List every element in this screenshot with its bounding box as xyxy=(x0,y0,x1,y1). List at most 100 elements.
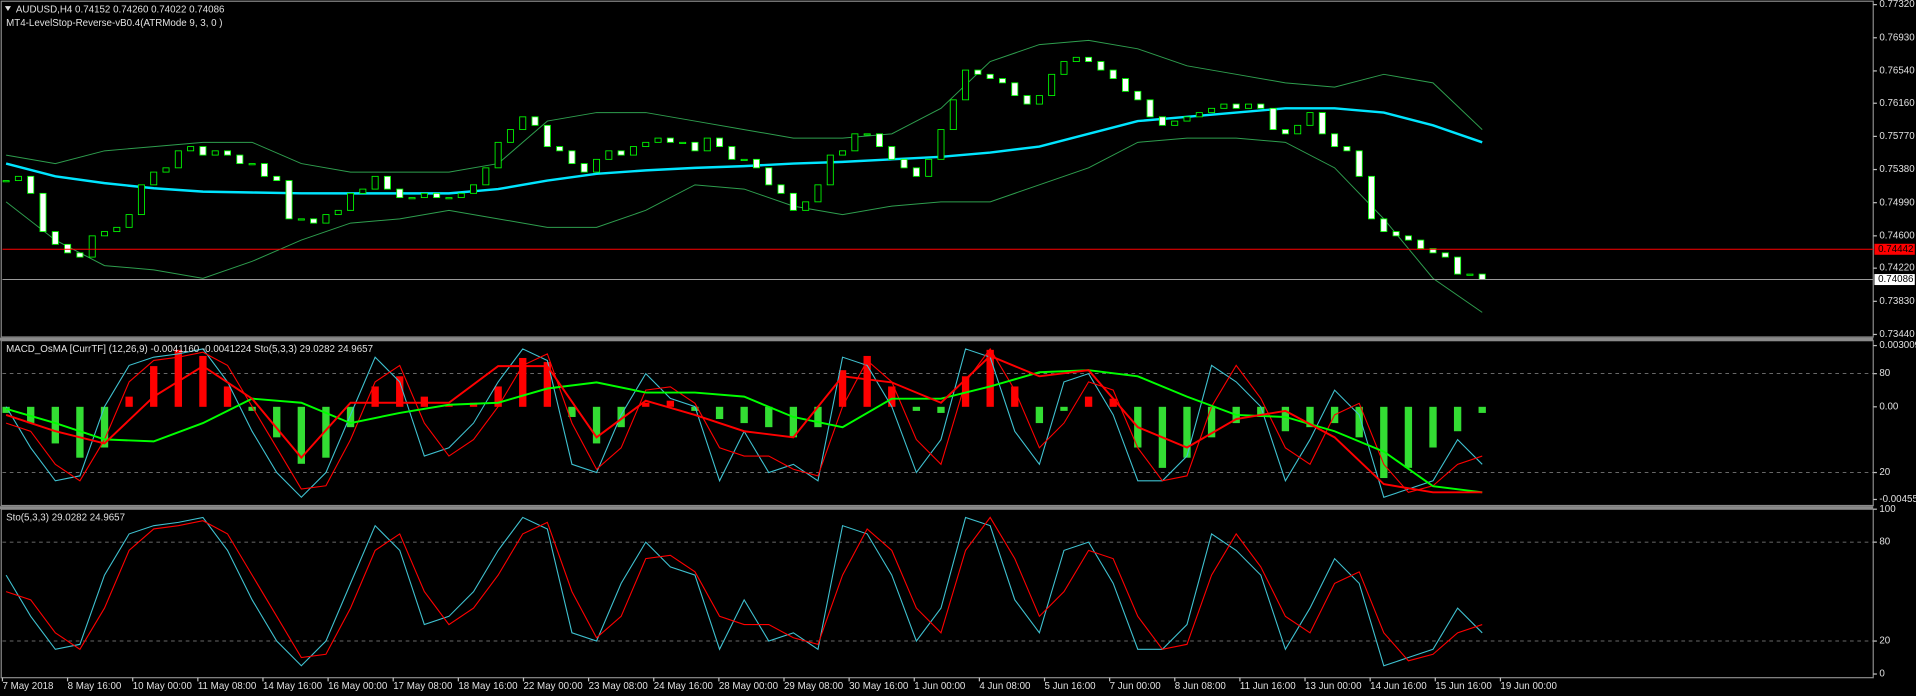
level-tag xyxy=(1874,243,1915,255)
histogram-bar xyxy=(592,406,601,444)
y-tick-label: 0.76160 xyxy=(1879,98,1915,109)
y-tick-label: 0.74600 xyxy=(1879,230,1915,241)
x-tick-label: 8 May 16:00 xyxy=(68,681,122,692)
histogram-bar xyxy=(1011,386,1019,407)
candle xyxy=(1023,95,1031,105)
x-tick-label: 13 Jun 00:00 xyxy=(1305,681,1362,692)
x-tick-label: 17 May 08:00 xyxy=(393,681,453,692)
y-tick-label: 100 xyxy=(1879,504,1896,515)
line xyxy=(5,107,1483,195)
x-tick-label: 10 May 00:00 xyxy=(133,681,193,692)
candle xyxy=(716,137,724,148)
candle xyxy=(371,175,379,190)
candle xyxy=(187,146,195,152)
histogram-bar xyxy=(691,406,699,411)
candle xyxy=(1355,150,1363,177)
candle xyxy=(125,214,133,228)
x-tick-label: 11 Jun 16:00 xyxy=(1240,681,1296,692)
candle xyxy=(310,218,318,224)
x-tick-label: 4 Jun 08:00 xyxy=(979,681,1031,692)
candle xyxy=(519,116,527,131)
candle xyxy=(1122,78,1129,92)
candle xyxy=(1392,231,1400,237)
candle xyxy=(199,146,207,156)
histogram-bar xyxy=(937,406,945,413)
candle xyxy=(260,163,268,177)
histogram-bar xyxy=(519,357,527,407)
histogram-bar xyxy=(248,406,256,411)
histogram-bar xyxy=(51,406,59,444)
candle xyxy=(863,133,871,136)
y-tick-label: 0.77320 xyxy=(1879,0,1915,10)
candle xyxy=(224,150,232,156)
candle xyxy=(1257,103,1265,109)
histogram-bar xyxy=(2,406,10,413)
candle xyxy=(359,188,367,194)
y-tick-label: 0.76930 xyxy=(1879,32,1915,43)
histogram-bar xyxy=(765,406,773,428)
candle xyxy=(937,129,945,160)
candle xyxy=(629,146,637,156)
histogram-bar xyxy=(100,406,109,448)
candle xyxy=(101,231,108,237)
candle xyxy=(839,150,847,156)
candle xyxy=(1306,112,1314,126)
histogram-bar xyxy=(666,400,675,407)
menu-arrow[interactable] xyxy=(4,6,11,11)
histogram-bar xyxy=(617,406,625,428)
histogram-bar xyxy=(346,406,355,428)
candle xyxy=(1368,175,1375,220)
symbol-header: AUDUSD,H4 0.74152 0.74260 0.74022 0.7408… xyxy=(16,4,225,15)
candle xyxy=(137,184,145,216)
candle xyxy=(777,184,785,194)
candle xyxy=(174,150,182,169)
histogram-bar xyxy=(322,406,330,458)
y-tick-label: 0.73830 xyxy=(1879,296,1915,307)
candle xyxy=(1466,273,1474,276)
histogram-bar xyxy=(543,362,552,407)
y-tick-label: 0 xyxy=(1879,669,1885,680)
histogram-bar xyxy=(1207,406,1216,438)
candle xyxy=(1134,90,1142,101)
candle xyxy=(986,73,994,80)
candle xyxy=(814,184,822,203)
candle xyxy=(1109,69,1117,80)
y-tick-label: 20 xyxy=(1879,467,1890,478)
candle xyxy=(76,252,84,258)
candle xyxy=(531,116,539,126)
line xyxy=(5,516,1483,667)
macd-label: MACD_OsMA [CurrTF] (12,26,9) -0.0041160 … xyxy=(6,344,373,355)
candle xyxy=(1097,61,1105,71)
histogram-bar xyxy=(1109,398,1117,407)
x-tick-label: 16 May 00:00 xyxy=(328,681,388,692)
candle xyxy=(64,243,72,254)
x-tick-label: 28 May 00:00 xyxy=(719,681,779,692)
candle xyxy=(88,235,96,258)
x-tick-label: 7 May 2018 xyxy=(2,681,53,692)
x-tick-label: 22 May 00:00 xyxy=(523,681,583,692)
histogram-bar xyxy=(888,386,896,407)
candle xyxy=(1343,146,1351,152)
candle xyxy=(962,69,970,101)
histogram-bar xyxy=(1429,406,1437,448)
candle xyxy=(1060,61,1068,75)
candle xyxy=(1035,95,1043,105)
candle xyxy=(802,201,810,211)
candle xyxy=(162,167,170,173)
y-tick-label: 0.00 xyxy=(1879,401,1899,412)
candle xyxy=(236,154,244,165)
candle xyxy=(1318,112,1326,135)
histogram-bar xyxy=(912,406,921,411)
candle xyxy=(433,192,441,199)
candle xyxy=(1441,252,1449,258)
level-label: 0.74086 xyxy=(1878,274,1913,285)
level-label: 0.74442 xyxy=(1878,244,1913,255)
x-tick-label: 30 May 16:00 xyxy=(849,681,909,692)
line xyxy=(5,137,1483,313)
histogram-bar xyxy=(1183,406,1191,458)
histogram-bar xyxy=(1478,406,1486,413)
